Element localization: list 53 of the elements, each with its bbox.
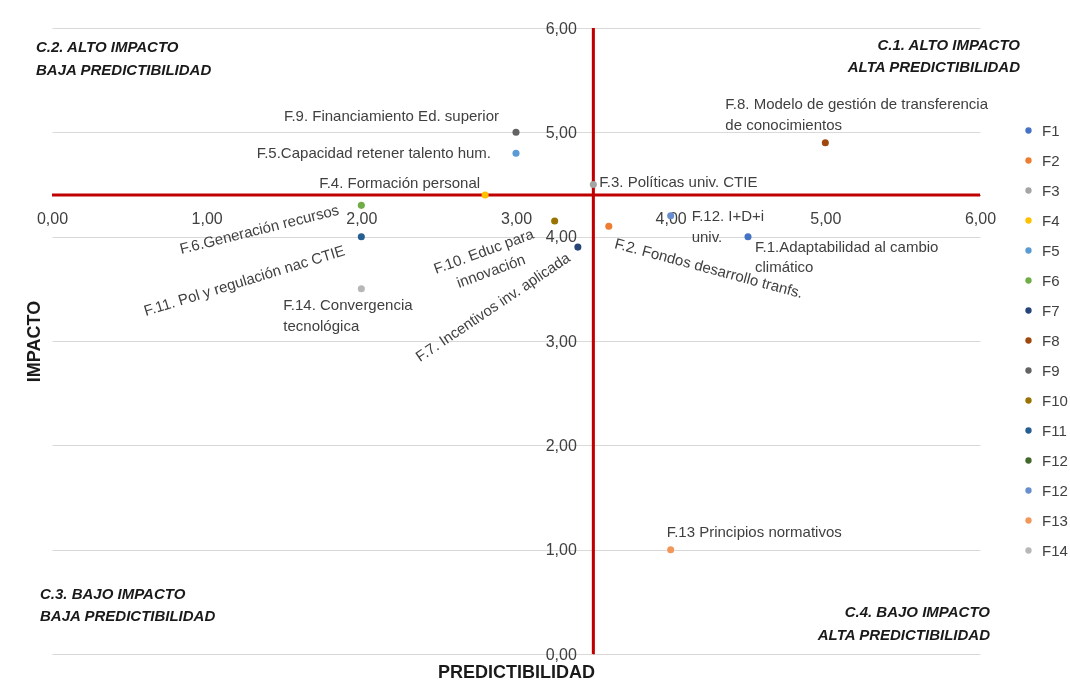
legend-label: F4 bbox=[1042, 211, 1060, 229]
point bbox=[512, 149, 520, 157]
x-tick-label: 5,00 bbox=[810, 210, 842, 228]
point bbox=[481, 191, 489, 199]
point bbox=[357, 201, 365, 209]
y-tick-label: 1,00 bbox=[545, 541, 577, 559]
legend-label: F12 bbox=[1042, 451, 1068, 469]
y-tick-label: 0,00 bbox=[545, 645, 577, 663]
legend-label: F6 bbox=[1042, 271, 1060, 289]
legend-label: F8 bbox=[1042, 331, 1060, 349]
annotation: C.3. BAJO IMPACTO BAJA PREDICTIBILIDAD bbox=[40, 585, 216, 625]
legend-label: F10 bbox=[1042, 391, 1068, 409]
annotation: F.4. Formación personal bbox=[319, 173, 481, 191]
point bbox=[551, 217, 559, 225]
point bbox=[667, 546, 675, 554]
legend-label: F13 bbox=[1042, 511, 1068, 529]
point bbox=[574, 243, 582, 251]
x-axis-title: PREDICTIBILIDAD bbox=[438, 661, 595, 682]
annotation: F.3. Políticas univ. CTIE bbox=[599, 172, 758, 190]
x-tick-label: 2,00 bbox=[346, 210, 378, 228]
annotation: C.2. ALTO IMPACTO BAJA PREDICTIBILIDAD bbox=[36, 38, 212, 79]
annotation: F.13 Principios normativos bbox=[666, 522, 842, 540]
point bbox=[357, 285, 365, 293]
x-tick-label: 0,00 bbox=[36, 210, 69, 228]
annotation: F.5.Capacidad retener talento hum. bbox=[256, 144, 491, 162]
legend-label: F3 bbox=[1042, 181, 1060, 199]
legend-label: F2 bbox=[1042, 151, 1060, 169]
point bbox=[357, 233, 365, 241]
point bbox=[605, 222, 613, 230]
x-tick-label: 3,00 bbox=[500, 210, 533, 228]
annotation: F.8. Modelo de gestión de transferencia de conocimientos bbox=[725, 95, 989, 134]
y-tick-label: 5,00 bbox=[545, 123, 577, 141]
legend-label: F11 bbox=[1042, 421, 1067, 439]
y-tick-label: 3,00 bbox=[545, 332, 577, 350]
y-tick-label: 6,00 bbox=[545, 19, 577, 37]
legend-label: F14 bbox=[1042, 541, 1068, 559]
legend-label: F5 bbox=[1042, 241, 1060, 259]
y-axis-title: IMPACTO bbox=[23, 300, 44, 383]
point bbox=[589, 180, 597, 189]
point bbox=[821, 139, 829, 147]
annotation: C.1. ALTO IMPACTO ALTA PREDICTIBILIDAD bbox=[846, 36, 1021, 76]
legend-label: F12 bbox=[1042, 481, 1068, 499]
point bbox=[512, 128, 520, 136]
annotation: F.14. Convergencia tecnológica bbox=[283, 296, 414, 335]
annotation: C.4. BAJO IMPACTO ALTA PREDICTIBILIDAD bbox=[816, 603, 991, 644]
legend-label: F7 bbox=[1042, 301, 1060, 319]
point bbox=[744, 233, 752, 241]
x-tick-label: 6,00 bbox=[964, 210, 997, 228]
annotation: F.9. Financiamiento Ed. superior bbox=[283, 107, 499, 125]
legend-label: F9 bbox=[1042, 361, 1060, 379]
y-tick-label: 2,00 bbox=[545, 436, 577, 454]
legend-label: F1 bbox=[1042, 121, 1060, 139]
y-tick-label: 4,00 bbox=[545, 228, 577, 246]
